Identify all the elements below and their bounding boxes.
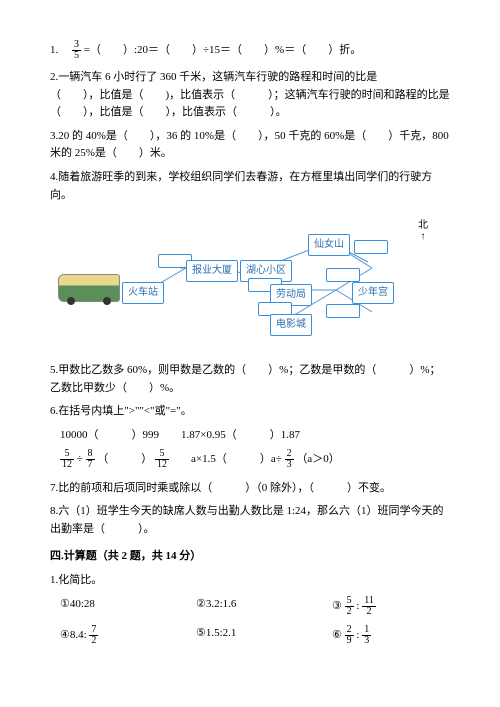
q1-text: =（ ）:20＝（ ）÷15＝（ ）%＝（ ）折。 <box>84 44 361 56</box>
bus-icon <box>58 274 120 302</box>
calc-title: 1.化简比。 <box>50 572 450 590</box>
north-indicator: 北 ↑ <box>418 220 428 242</box>
section-4-header: 四.计算题（共 2 题，共 14 分） <box>50 548 450 566</box>
ratio-5: ⑤1.5:2.1 <box>196 625 314 646</box>
ratio-grid: ①40:28 ②3.2:1.6 ③ 52 : 112 ④8.4: 72 ⑤1.5… <box>60 596 450 646</box>
node-palace: 少年宫 <box>352 282 394 304</box>
route-diagram: 火车站 报业大厦 湖心小区 劳动局 电影城 仙女山 少年宫 北 ↑ <box>80 212 420 352</box>
q2-line1: 2.一辆汽车 6 小时行了 360 千米，这辆汽车行驶的路程和时间的比是 <box>50 69 450 87</box>
north-arrow-glyph: ↑ <box>418 231 428 242</box>
ratio-4: ④8.4: 72 <box>60 625 178 646</box>
question-6: 6.在括号内填上">""<"或"="。 10000（ ）999 1.87×0.9… <box>50 403 450 469</box>
node-mountain: 仙女山 <box>308 234 350 256</box>
empty-box-5 <box>326 268 360 282</box>
ratio-6: ⑥ 29 : 13 <box>332 625 450 646</box>
q6-row1: 10000（ ）999 1.87×0.95（ ）1.87 <box>60 427 450 445</box>
q6-row2: 512 ÷ 87 （ ） 512 a×1.5（ ）a÷ 23 （a＞0） <box>60 449 450 470</box>
q6-r2a: 512 ÷ 87 （ ） 512 <box>60 449 169 470</box>
ratio-3: ③ 52 : 112 <box>332 596 450 617</box>
question-5: 5.甲数比乙数多 60%，则甲数是乙数的（ ）%；乙数是甲数的（ ）%；乙数比甲… <box>50 362 450 397</box>
node-station: 火车站 <box>122 282 164 304</box>
node-cinema: 电影城 <box>270 314 312 336</box>
frac-den: 5 <box>72 51 81 61</box>
question-2: 2.一辆汽车 6 小时行了 360 千米，这辆汽车行驶的路程和时间的比是 （ ）… <box>50 69 450 122</box>
q6-r1a: 10000（ ）999 <box>60 427 159 445</box>
q6-title: 6.在括号内填上">""<"或"="。 <box>50 403 450 421</box>
fraction-3-5: 3 5 <box>72 40 81 61</box>
node-building: 报业大厦 <box>186 260 238 282</box>
q6-r2b: a×1.5（ ）a÷ 23 （a＞0） <box>191 449 340 470</box>
question-4: 4.随着旅游旺季的到来，学校组织同学们去春游，在方框里填出同学们的行驶方向。 <box>50 169 450 204</box>
q1-label: 1. <box>50 44 69 56</box>
question-7: 7.比的前项和后项同时乘或除以（ ）（0 除外），（ ）不变。 <box>50 480 450 498</box>
q2-line2: （ ），比值是（ )，比值表示（ ）；这辆汽车行驶的时间和路程的比是（ ），比值… <box>50 87 450 122</box>
north-label: 北 <box>418 220 428 231</box>
empty-box-6 <box>326 304 360 318</box>
question-8: 8.六（1）班学生今天的缺席人数与出勤人数比是 1:24，那么六（1）班同学今天… <box>50 503 450 538</box>
ratio-2: ②3.2:1.6 <box>196 596 314 617</box>
empty-box-4 <box>354 240 388 254</box>
question-3: 3.20 的 40%是（ ），36 的 10%是（ ），50 千克的 60%是（… <box>50 128 450 163</box>
ratio-1: ①40:28 <box>60 596 178 617</box>
q6-r1b: 1.87×0.95（ ）1.87 <box>181 427 300 445</box>
question-1: 1. 3 5 =（ ）:20＝（ ）÷15＝（ ）%＝（ ）折。 <box>50 40 450 61</box>
